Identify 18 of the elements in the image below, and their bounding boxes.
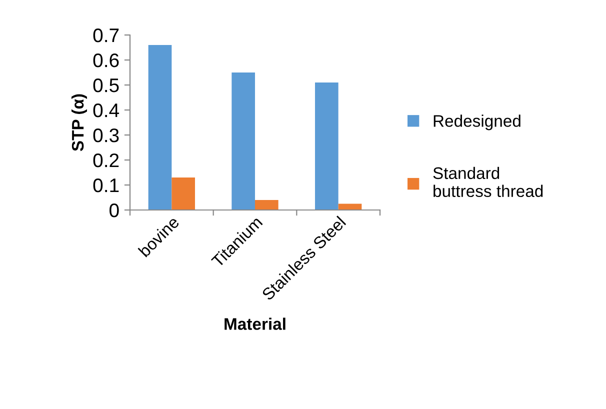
bar xyxy=(232,72,255,210)
legend-label: Redesigned xyxy=(434,114,520,130)
x-axis-title: Material xyxy=(224,318,286,330)
legend-label: Standard buttress thread xyxy=(433,166,543,198)
bar xyxy=(315,82,338,210)
y-tick-label: 0.1 xyxy=(93,178,119,192)
bar xyxy=(255,200,278,210)
y-tick-label: 0.6 xyxy=(93,53,119,68)
y-tick-label: 0.5 xyxy=(93,78,119,92)
y-tick-label: 0 xyxy=(110,203,119,218)
y-axis-title: STP (α) xyxy=(71,94,87,152)
y-tick-label: 0.3 xyxy=(93,128,119,142)
y-tick-label: 0.4 xyxy=(93,103,120,118)
bar xyxy=(148,45,172,210)
y-tick-label: 0.2 xyxy=(93,153,119,168)
y-tick-label: 0.7 xyxy=(93,28,119,42)
bar xyxy=(338,204,362,210)
bar xyxy=(172,178,195,210)
